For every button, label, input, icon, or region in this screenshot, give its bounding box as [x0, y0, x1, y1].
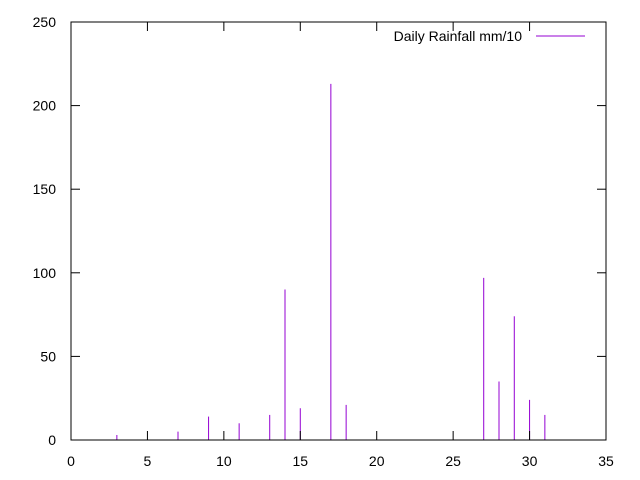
y-tick-label: 0 — [48, 432, 56, 448]
y-tick-label: 250 — [33, 14, 57, 30]
legend-label: Daily Rainfall mm/10 — [394, 28, 523, 44]
ticks-layer: 0 5 10 15 20 25 30 35 0 50 100 150 200 250 — [33, 14, 614, 469]
y-tick-label: 150 — [33, 181, 57, 197]
x-tick-label: 30 — [522, 453, 538, 469]
bars-layer — [116, 83, 546, 440]
x-tick-label: 15 — [292, 453, 308, 469]
x-tick-label: 5 — [144, 453, 152, 469]
x-tick-label: 35 — [598, 453, 614, 469]
y-tick-label: 50 — [40, 348, 56, 364]
x-tick-label: 0 — [67, 453, 75, 469]
x-tick-label: 10 — [216, 453, 232, 469]
plot-frame — [70, 21, 607, 441]
legend: Daily Rainfall mm/10 — [394, 28, 585, 44]
x-tick-label: 20 — [369, 453, 385, 469]
y-tick-label: 100 — [33, 265, 57, 281]
x-tick-label: 25 — [445, 453, 461, 469]
y-tick-label: 200 — [33, 98, 57, 114]
